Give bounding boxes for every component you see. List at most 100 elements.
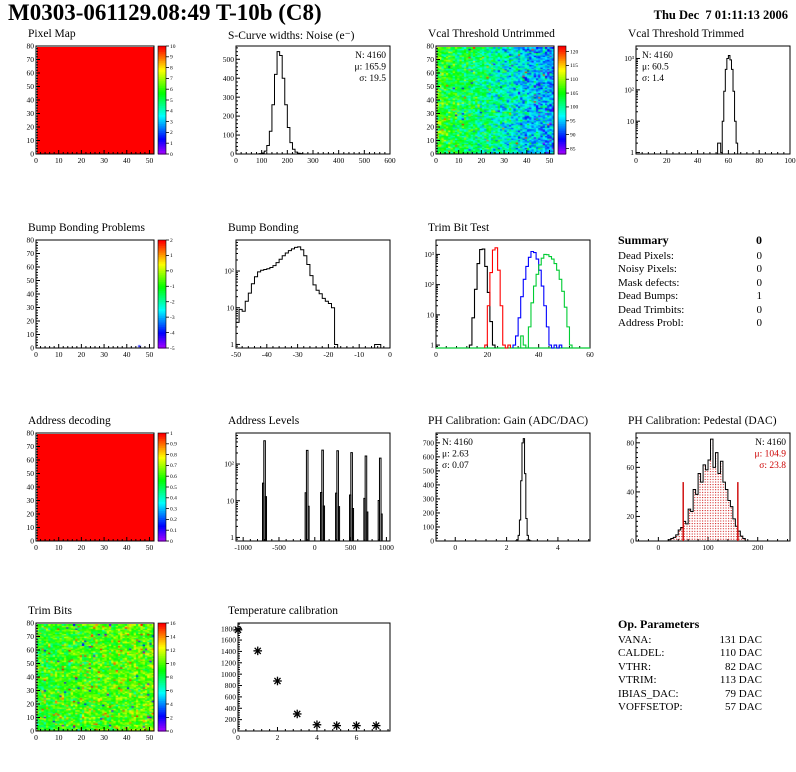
svg-text:0.7: 0.7 — [170, 463, 177, 469]
svg-text:20: 20 — [27, 510, 35, 519]
op-parameter-row-value: 113 DAC — [719, 674, 762, 686]
svg-text:10: 10 — [627, 117, 635, 126]
bump-bonding-problems-map — [36, 240, 154, 348]
svg-text:20: 20 — [27, 317, 35, 326]
svg-text:120: 120 — [570, 49, 579, 55]
svg-text:5: 5 — [170, 98, 173, 104]
svg-text:0: 0 — [313, 543, 317, 552]
svg-text:0.2: 0.2 — [170, 517, 177, 523]
vcal-untrimmed-map — [436, 46, 554, 154]
svg-text:85: 85 — [570, 146, 576, 152]
svg-text:0: 0 — [34, 543, 38, 552]
svg-text:20: 20 — [27, 123, 35, 132]
svg-text:1: 1 — [170, 141, 173, 147]
op-parameter-row: VTRIM: 113 DAC — [618, 674, 796, 688]
plot-temperature-calibration: Temperature calibration 0 2 4 6 0 200 400 600 800… — [208, 605, 398, 770]
svg-text:400: 400 — [225, 704, 237, 713]
svg-text:100: 100 — [784, 156, 796, 165]
svg-text:0: 0 — [34, 733, 38, 742]
op-parameter-row: CALDEL: 110 DAC — [618, 647, 796, 661]
svg-text:14: 14 — [170, 634, 176, 640]
svg-text:-2: -2 — [170, 300, 175, 306]
svg-text:10: 10 — [55, 733, 63, 742]
svg-text:10: 10 — [27, 523, 35, 532]
svg-text:0: 0 — [30, 344, 34, 353]
svg-text:2: 2 — [276, 733, 280, 742]
svg-text:7: 7 — [170, 76, 173, 82]
plot-ph-pedestal: PH Calibration: Pedestal (DAC) 0 100 200 0 20… — [608, 415, 796, 580]
svg-text:6: 6 — [170, 688, 173, 694]
svg-text:4: 4 — [170, 702, 173, 708]
svg-text:50: 50 — [27, 659, 35, 668]
plot-title: Trim Bit Test — [428, 222, 490, 234]
svg-text:-500: -500 — [272, 543, 286, 552]
svg-text:10: 10 — [27, 330, 35, 339]
svg-text:300: 300 — [307, 156, 319, 165]
op-parameters-title: Op. Parameters — [618, 617, 700, 631]
svg-text:1: 1 — [170, 253, 173, 259]
svg-text:80: 80 — [27, 429, 35, 438]
address-decoding-map — [36, 433, 154, 541]
svg-text:500: 500 — [345, 543, 357, 552]
svg-text:50: 50 — [146, 543, 154, 552]
summary-row-value: 0 — [756, 249, 763, 262]
svg-text:50: 50 — [546, 156, 554, 165]
svg-text:200: 200 — [423, 509, 435, 518]
summary-row-label: Dead Trimbits: — [618, 303, 685, 316]
svg-text:0: 0 — [30, 727, 34, 736]
svg-text:40: 40 — [123, 156, 131, 165]
svg-text:σ: 1.4: σ: 1.4 — [642, 74, 664, 84]
svg-text:10: 10 — [27, 713, 35, 722]
svg-text:0: 0 — [170, 269, 173, 275]
plot-title: Pixel Map — [28, 28, 76, 40]
svg-text:80: 80 — [427, 42, 435, 51]
svg-text:30: 30 — [27, 109, 35, 118]
svg-text:10: 10 — [427, 310, 435, 319]
svg-text:40: 40 — [123, 350, 131, 359]
svg-text:0: 0 — [30, 150, 34, 159]
summary-row: Dead Trimbits: 0 — [618, 304, 796, 318]
summary-row-label: Address Probl: — [618, 317, 684, 329]
svg-text:1000: 1000 — [221, 670, 236, 679]
svg-text:30: 30 — [500, 156, 508, 165]
svg-text:20: 20 — [78, 543, 86, 552]
plot-title: Address Levels — [228, 415, 300, 427]
svg-text:90: 90 — [570, 132, 576, 138]
svg-text:20: 20 — [484, 350, 492, 359]
plot-vcal-threshold-trimmed: Vcal Threshold Trimmed 0 20 40 60 80 100 1 10 10²… — [608, 28, 796, 193]
svg-text:20: 20 — [663, 156, 671, 165]
plot-title: PH Calibration: Gain (ADC/DAC) — [428, 415, 589, 427]
summary-row: Address Probl: 0 — [618, 317, 796, 331]
svg-text:4: 4 — [556, 543, 560, 552]
svg-text:600: 600 — [423, 452, 435, 461]
svg-text:0: 0 — [430, 150, 434, 159]
svg-text:2: 2 — [170, 715, 173, 721]
data-point-marker — [292, 709, 302, 719]
svg-text:1: 1 — [170, 431, 173, 437]
svg-text:40: 40 — [427, 96, 435, 105]
svg-text:0: 0 — [630, 537, 634, 546]
svg-text:-3: -3 — [170, 315, 175, 321]
svg-text:10²: 10² — [624, 85, 635, 94]
svg-text:60: 60 — [27, 646, 35, 655]
svg-text:40: 40 — [27, 96, 35, 105]
svg-text:-1: -1 — [170, 284, 175, 290]
svg-text:40: 40 — [123, 543, 131, 552]
svg-text:N: 4160: N: 4160 — [642, 51, 673, 61]
svg-text:100: 100 — [256, 156, 268, 165]
plot-title: Temperature calibration — [228, 605, 338, 617]
plot-title: PH Calibration: Pedestal (DAC) — [628, 415, 777, 427]
svg-text:80: 80 — [27, 236, 35, 245]
svg-text:0: 0 — [230, 150, 234, 159]
svg-text:100: 100 — [223, 131, 235, 140]
svg-text:0: 0 — [656, 543, 660, 552]
svg-text:70: 70 — [427, 55, 435, 64]
svg-text:50: 50 — [27, 82, 35, 91]
svg-text:100: 100 — [570, 105, 579, 111]
svg-text:0: 0 — [236, 733, 240, 742]
svg-text:10: 10 — [227, 496, 235, 505]
svg-text:1: 1 — [630, 148, 634, 157]
svg-text:0: 0 — [30, 537, 34, 546]
summary-row: Dead Bumps: 1 — [618, 290, 796, 304]
op-parameters-panel: Op. Parameters VANA: 131 DAC CALDEL: 110 DA… — [618, 617, 796, 715]
